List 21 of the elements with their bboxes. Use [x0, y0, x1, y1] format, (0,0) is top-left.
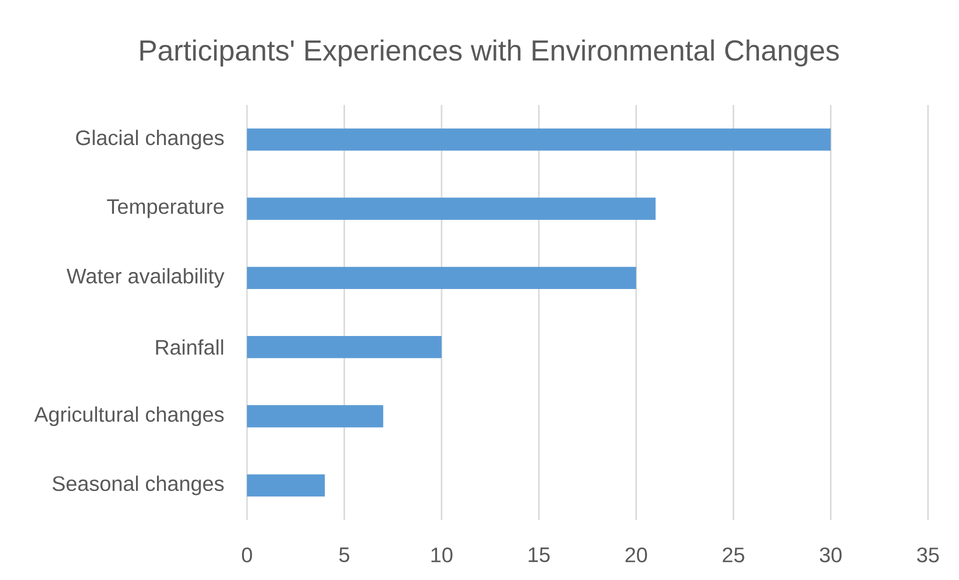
- bar: [247, 198, 656, 220]
- x-tick-label: 5: [339, 548, 350, 562]
- y-tick-label: Seasonal changes: [52, 476, 224, 496]
- y-tick-label: Glacial changes: [76, 130, 224, 150]
- x-tick-label: 35: [917, 548, 939, 562]
- y-tick-label: Temperature: [107, 199, 224, 218]
- y-tick-label: Rainfall: [156, 339, 224, 355]
- x-tick-label: 0: [242, 548, 252, 562]
- bar: [247, 405, 384, 428]
- x-tick-label: 10: [431, 548, 452, 562]
- x-tick-label: 25: [722, 548, 744, 562]
- y-tick-label: Water availability: [66, 268, 224, 288]
- bar: [247, 336, 442, 358]
- x-tick-label: 30: [820, 548, 842, 562]
- bar: [247, 266, 636, 289]
- bar: [247, 474, 325, 496]
- bar: [247, 128, 831, 151]
- x-tick-label: 20: [626, 548, 648, 562]
- chart-title: Participants' Experiences with Environmental Changes: [140, 39, 839, 67]
- x-tick-label: 15: [528, 548, 550, 562]
- y-tick-label: Agricultural changes: [34, 406, 224, 426]
